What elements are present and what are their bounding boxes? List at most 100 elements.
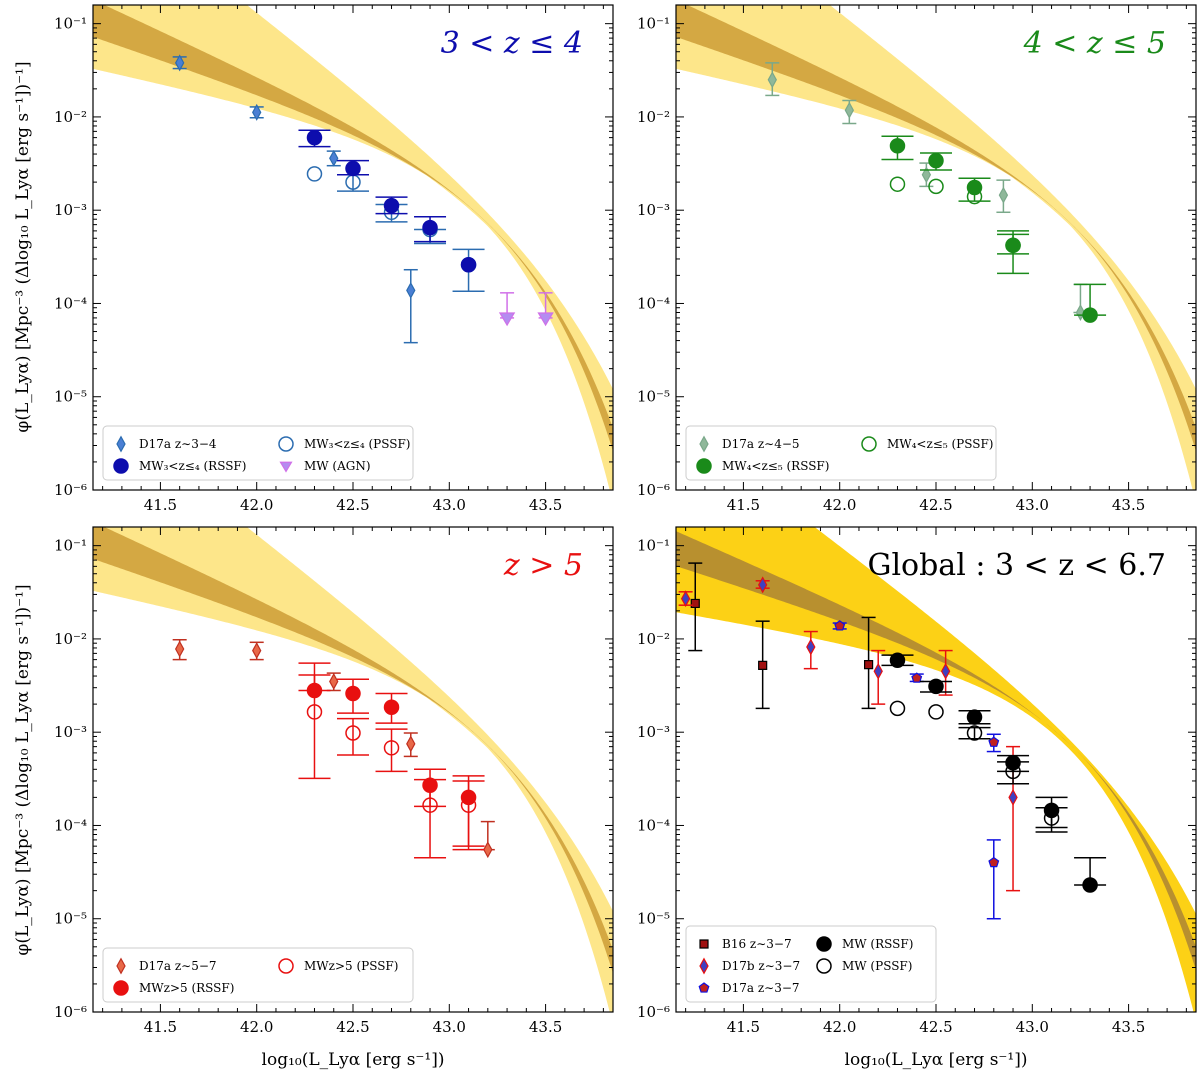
data-marker [383,740,400,756]
series-0 [172,54,418,344]
data-marker [383,699,400,716]
ticks [676,527,1196,1013]
data-marker [889,652,906,669]
y-tick-label: 10⁻⁶ [54,1003,87,1021]
data-marker [174,640,185,658]
y-tick-label: 10⁻³ [54,723,87,741]
y-tick-label: 10⁻³ [54,201,87,219]
panel-title: 3 < z ≤ 4 [441,26,583,61]
data-marker [422,777,438,793]
panel-title: z > 5 [503,548,583,583]
x-tick-label: 42.0 [823,1018,856,1036]
data-marker [998,186,1009,204]
legend-marker [113,980,129,996]
y-tick-label: 10⁻¹ [637,15,670,33]
legend-marker [278,436,294,452]
legend-marker [699,957,709,975]
y-tick-label: 10⁻² [54,108,87,126]
data-marker [966,179,983,196]
data-marker [889,138,906,154]
legend-label: MW₃<z≤₄ (RSSF) [139,459,246,473]
data-marker [758,660,768,671]
legend-label: D17a z∼5−7 [139,959,217,973]
data-marker [921,166,932,184]
model-band [93,527,613,1012]
data-marker [329,149,339,167]
data-marker [889,700,906,717]
panel-4: 41.5 42.0 42.5 43.0 43.5 10⁻⁶ 10⁻⁵ 10⁻⁴ 10⁻³ 10⁻²… [637,526,1197,1036]
legend: B16 z∼3−7 D17b z∼3−7 D17a z∼3−7 MW (RSSF) MW… [685,925,937,1003]
inner-band [93,5,613,452]
series-2 [298,129,477,273]
data-points [765,62,1107,323]
data-marker [834,620,846,631]
model-band [676,5,1196,490]
ticks [676,5,1196,491]
data-marker [498,312,516,327]
data-marker [460,789,477,806]
y-tick-label: 10⁻⁵ [54,388,87,406]
x-tick-label: 41.5 [144,496,177,514]
legend: D17a z∼4−5 MW₄<z≤₅ (PSSF) MW₄<z≤₅ (RSSF) [685,425,997,481]
legend-marker [699,435,709,453]
legend-label: D17a z∼3−4 [139,437,217,451]
error-bar [452,775,485,847]
x-tick-label: 43.5 [529,496,562,514]
data-marker [690,598,700,609]
data-marker [1082,877,1098,893]
series-3 [498,292,554,327]
data-marker [889,176,906,192]
legend-label: D17a z∼4−5 [722,437,800,451]
panel-title: 4 < z ≤ 5 [1023,26,1166,61]
data-marker [306,129,323,146]
data-points [172,638,495,859]
legend-label: MW (AGN) [304,459,371,473]
legend-marker [816,936,832,952]
y-tick-label: 10⁻⁵ [637,910,670,928]
data-marker [252,642,262,660]
legend-label: MWz>5 (PSSF) [304,959,398,973]
legend-marker [279,461,293,473]
data-marker [1008,788,1018,806]
legend-marker [116,435,126,453]
data-points [172,54,554,344]
y-axis-label-top: φ(L_Lyα) [Mpc⁻³ (Δlog₁₀ L_Lyα [erg s⁻¹])… [13,61,33,432]
x-tick-label: 42.0 [823,496,856,514]
model-band [676,527,1196,1012]
data-marker [680,590,691,608]
legend-label: D17a z∼3−7 [722,981,800,995]
error-bar [997,761,1030,785]
series-0 [172,638,495,859]
y-tick-label: 10⁻⁴ [637,294,670,312]
data-marker [757,576,768,594]
y-tick-label: 10⁻² [54,630,87,648]
y-tick-label: 10⁻¹ [54,15,87,33]
legend-label: MW₄<z≤₅ (RSSF) [722,459,829,473]
data-marker [306,682,323,699]
data-marker [460,257,477,273]
model-band [93,5,613,490]
data-marker [345,685,361,702]
data-marker [306,166,323,182]
data-marker [928,704,944,720]
legend-marker [816,958,832,974]
legend: D17a z∼3−4 MW₃<z≤₄ (PSSF) MW₃<z≤₄ (RSSF) MW… [102,425,414,481]
y-tick-label: 10⁻⁵ [637,388,670,406]
data-marker [1005,763,1021,780]
x-tick-label: 43.5 [529,1018,562,1036]
series-2 [832,620,1001,920]
data-marker [988,856,1000,868]
legend-marker [698,982,710,993]
series-2 [298,662,485,847]
y-tick-label: 10⁻³ [637,723,670,741]
legend-marker [113,458,129,474]
legend-label: D17b z∼3−7 [722,959,800,973]
x-tick-label: 41.5 [727,1018,760,1036]
legend-marker [696,458,712,474]
data-marker [966,725,983,741]
ticks [93,527,613,1013]
series-0 [688,562,876,710]
data-marker [383,197,400,214]
data-marker [928,678,944,695]
legend-label: B16 z∼3−7 [722,937,792,951]
